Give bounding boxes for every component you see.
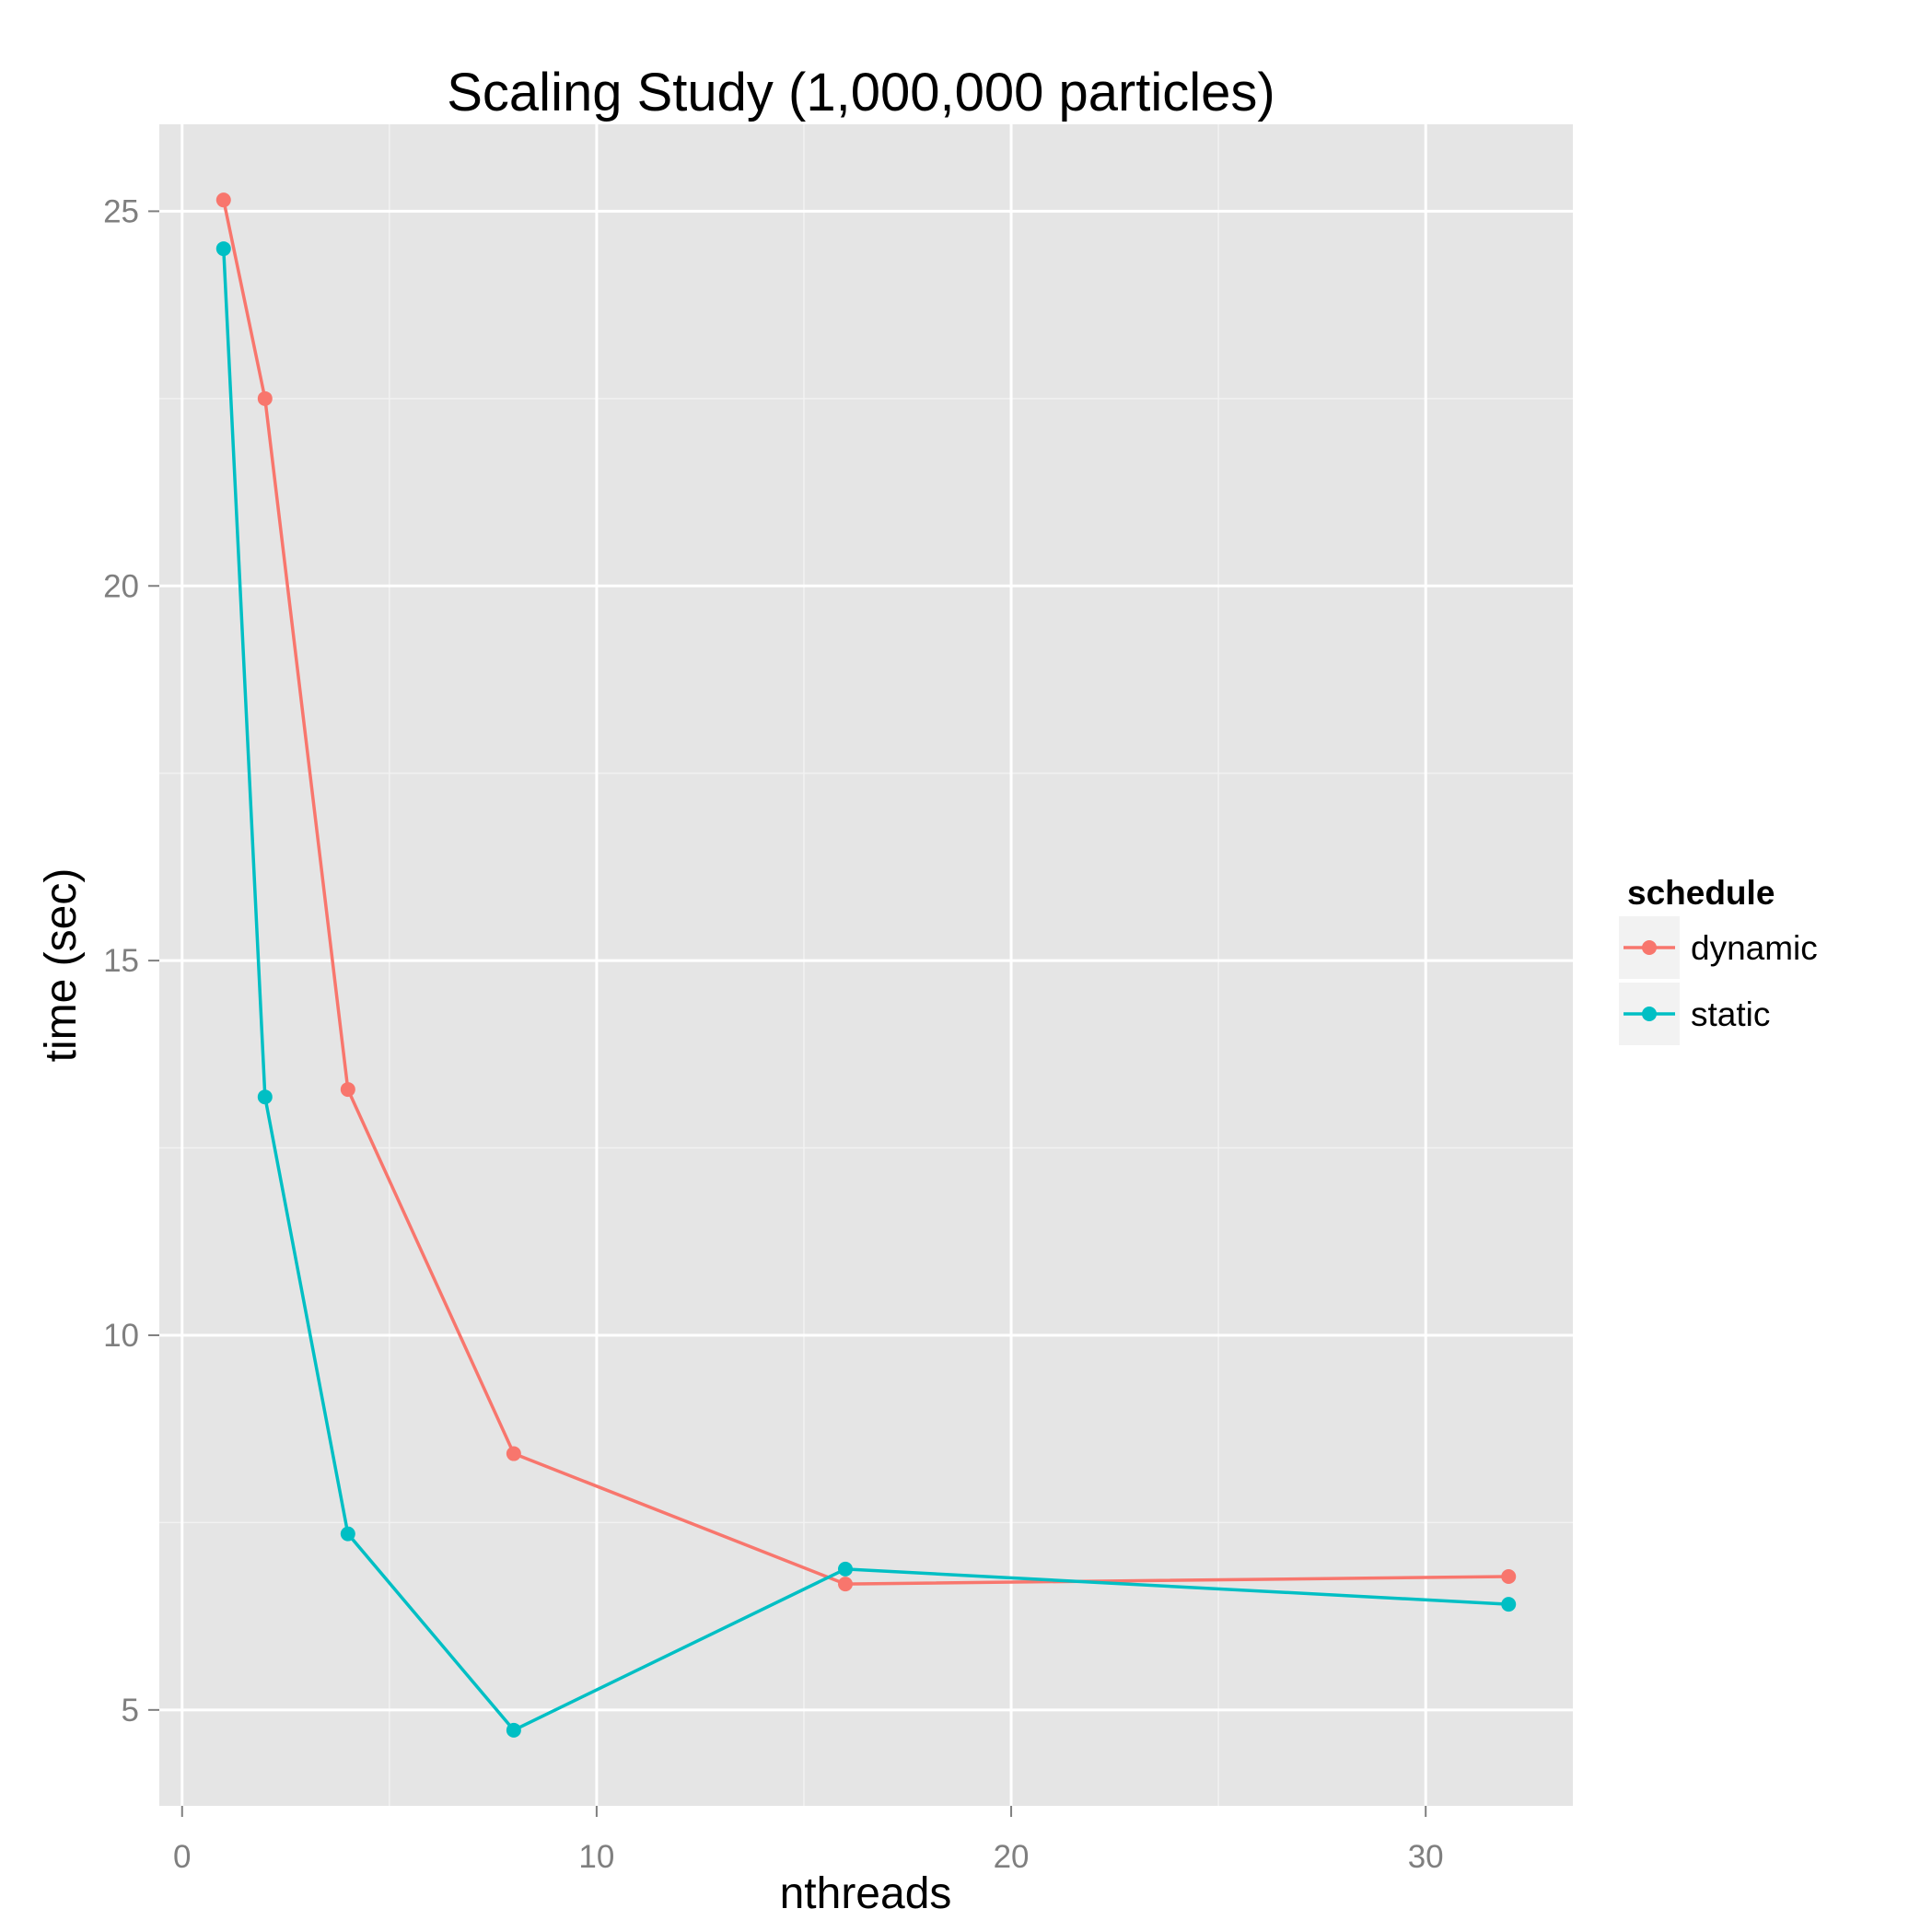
legend-items: dynamic static	[1619, 916, 1818, 1045]
legend-item-dynamic: dynamic	[1619, 916, 1818, 979]
x-tick-label: 20	[994, 1839, 1030, 1875]
data-point-dynamic	[837, 1577, 853, 1592]
series-line-dynamic	[222, 199, 1509, 1586]
y-axis: 5 10 15 20 25	[103, 193, 159, 1728]
chart-title: Scaling Study (1,000,000 particles)	[447, 63, 1275, 122]
data-point-static	[506, 1722, 521, 1738]
y-tick-label: 10	[103, 1318, 139, 1354]
data-point-static	[257, 1089, 273, 1105]
x-tick-label: 0	[173, 1839, 191, 1875]
y-tick-label: 5	[122, 1693, 139, 1728]
legend-key-point	[1642, 940, 1657, 955]
y-tick-label: 15	[103, 943, 139, 979]
x-tick-label: 10	[578, 1839, 614, 1875]
y-tick-label: 20	[103, 568, 139, 604]
data-point-static	[215, 241, 231, 257]
data-point-dynamic	[506, 1446, 521, 1461]
data-point-dynamic	[340, 1082, 355, 1098]
series-dynamic	[215, 192, 1517, 1592]
legend-label: static	[1691, 995, 1770, 1033]
legend-item-static: static	[1619, 983, 1770, 1045]
data-point-dynamic	[1501, 1569, 1517, 1584]
legend-key-point	[1642, 1007, 1657, 1021]
minor-gridlines	[159, 124, 1573, 1806]
series-static	[215, 241, 1517, 1738]
legend-label: dynamic	[1691, 929, 1818, 967]
major-gridlines	[159, 124, 1573, 1806]
data-point-dynamic	[215, 192, 231, 208]
x-tick-label: 30	[1408, 1839, 1444, 1875]
y-tick-label: 25	[103, 193, 139, 229]
legend-title: schedule	[1627, 874, 1775, 912]
data-point-static	[340, 1526, 355, 1542]
plot-panel	[159, 124, 1573, 1806]
y-axis-title: time (sec)	[37, 868, 86, 1063]
series-line-static	[222, 249, 1509, 1732]
series-layer	[215, 192, 1517, 1738]
data-point-static	[837, 1561, 853, 1577]
x-axis-title: nthreads	[780, 1869, 952, 1918]
legend: schedule dynamic static	[1619, 874, 1818, 1045]
x-axis: 0 10 20 30	[173, 1806, 1444, 1875]
data-point-dynamic	[257, 390, 273, 406]
data-point-static	[1501, 1597, 1517, 1612]
